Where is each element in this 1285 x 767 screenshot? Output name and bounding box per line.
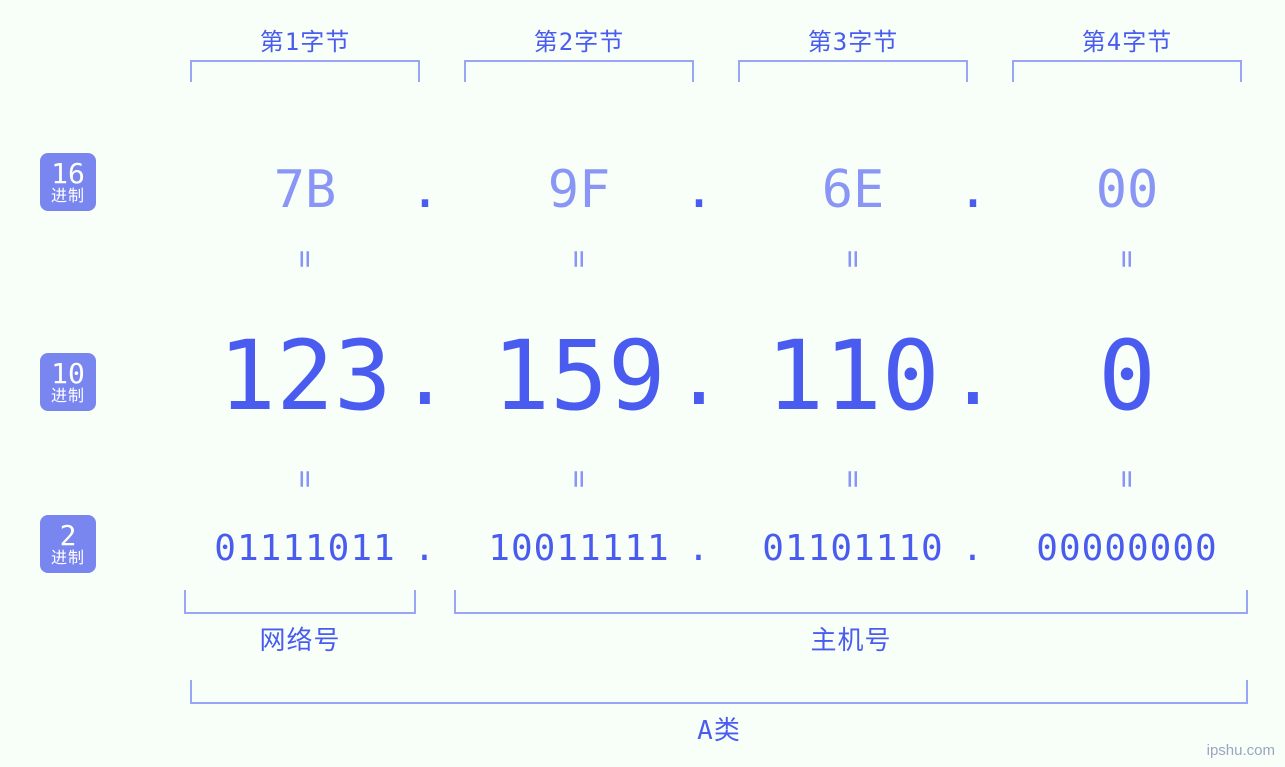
byte-bracket-3 — [738, 60, 968, 82]
byte-bracket-2 — [464, 60, 694, 82]
radix-badge-2: 2 进制 — [40, 515, 96, 573]
bin-byte-3: 01101110 — [728, 528, 978, 569]
dec-separator: . — [948, 330, 998, 423]
host-bracket — [454, 590, 1248, 614]
bin-byte-1: 01111011 — [180, 528, 430, 569]
radix-unit: 进制 — [40, 388, 96, 405]
class-bracket — [190, 680, 1248, 704]
hex-separator: . — [400, 160, 450, 220]
bin-separator: . — [674, 528, 724, 569]
radix-number: 16 — [40, 159, 96, 188]
bin-separator: . — [948, 528, 998, 569]
radix-badge-10: 10 进制 — [40, 353, 96, 411]
radix-unit: 进制 — [40, 550, 96, 567]
bin-byte-4: 00000000 — [1002, 528, 1252, 569]
network-label: 网络号 — [184, 620, 416, 657]
bin-byte-2: 10011111 — [454, 528, 704, 569]
radix-badge-16: 16 进制 — [40, 153, 96, 211]
byte-header-1: 第1字节 — [180, 22, 430, 57]
byte-header-2: 第2字节 — [454, 22, 704, 57]
dec-separator: . — [400, 330, 450, 423]
bin-separator: . — [400, 528, 450, 569]
watermark: ipshu.com — [1207, 742, 1275, 759]
radix-number: 10 — [40, 359, 96, 388]
hex-separator: . — [674, 160, 724, 220]
hex-separator: . — [948, 160, 998, 220]
byte-header-4: 第4字节 — [1002, 22, 1252, 57]
dec-separator: . — [674, 330, 724, 423]
class-label: A类 — [190, 710, 1248, 747]
byte-bracket-1 — [190, 60, 420, 82]
host-label: 主机号 — [454, 620, 1248, 657]
byte-bracket-4 — [1012, 60, 1242, 82]
radix-number: 2 — [40, 521, 96, 550]
network-bracket — [184, 590, 416, 614]
byte-header-3: 第3字节 — [728, 22, 978, 57]
radix-unit: 进制 — [40, 188, 96, 205]
